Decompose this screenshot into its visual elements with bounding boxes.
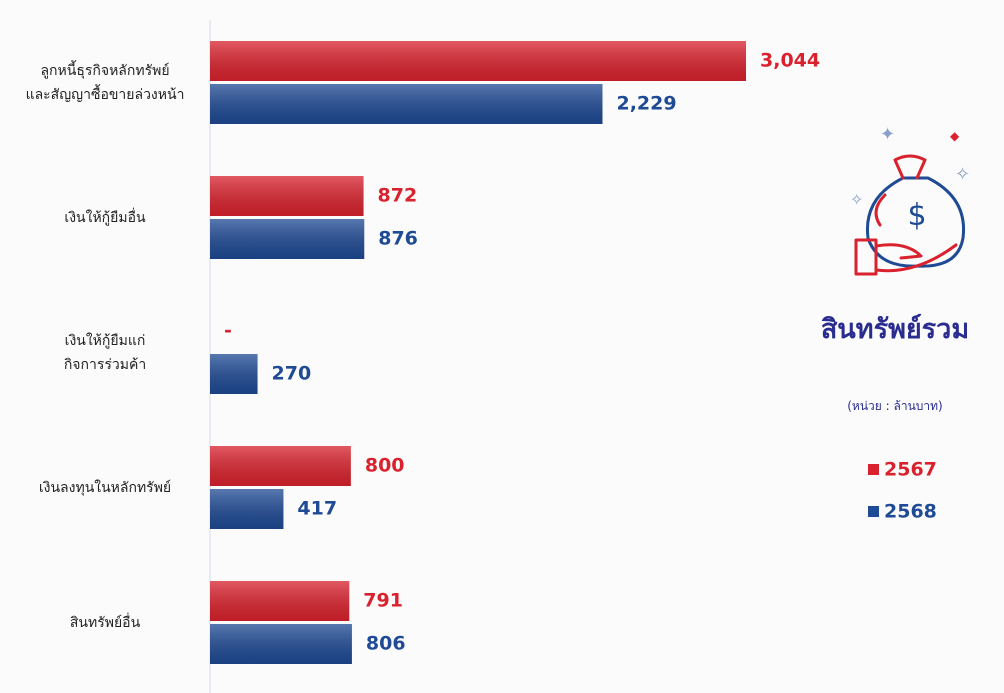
value-label: 417 bbox=[297, 498, 337, 520]
value-label: 800 bbox=[365, 455, 405, 477]
category-label: ลูกหนี้ธุรกิจหลักทรัพย์ และสัญญาซื้อขายล… bbox=[10, 59, 200, 107]
bar-shade bbox=[210, 41, 746, 81]
legend-swatch bbox=[868, 464, 879, 475]
chart-subtitle: (หน่วย : ล้านบาท) bbox=[847, 399, 942, 413]
value-label: 872 bbox=[378, 185, 418, 207]
bar-shade bbox=[210, 624, 352, 664]
value-label: - bbox=[224, 320, 232, 342]
svg-text:$: $ bbox=[907, 198, 926, 233]
category-label: เงินให้กู้ยืมอื่น bbox=[10, 206, 200, 230]
value-label: 876 bbox=[378, 228, 418, 250]
bar-shade bbox=[210, 489, 283, 529]
svg-text:✧: ✧ bbox=[955, 164, 970, 185]
chart-title: สินทรัพย์รวม bbox=[821, 313, 969, 345]
svg-text:✧: ✧ bbox=[850, 190, 863, 209]
icon: $ ✦ ✧ ✧ ◆ bbox=[850, 124, 970, 274]
svg-text:✦: ✦ bbox=[880, 124, 895, 145]
legend-label: 2567 bbox=[884, 459, 937, 481]
bar-shade bbox=[210, 446, 351, 486]
value-label: 2,229 bbox=[616, 93, 676, 115]
legend-label: 2568 bbox=[884, 501, 937, 523]
chart: $ ✦ ✧ ✧ ◆ สินทรัพย์รวม (หน่วย : ล้านบาท)… bbox=[0, 0, 1004, 693]
value-label: 791 bbox=[363, 590, 403, 612]
category-label: สินทรัพย์อื่น bbox=[10, 611, 200, 635]
category-label: เงินลงทุนในหลักทรัพย์ bbox=[10, 476, 200, 500]
value-label: 3,044 bbox=[760, 50, 820, 72]
legend-swatch bbox=[868, 506, 879, 517]
bar-shade bbox=[210, 219, 364, 259]
bar-shade bbox=[210, 581, 349, 621]
bar-shade bbox=[210, 176, 364, 216]
bar-shade bbox=[210, 354, 258, 394]
bar-shade bbox=[210, 84, 602, 124]
svg-text:◆: ◆ bbox=[950, 129, 960, 143]
value-label: 806 bbox=[366, 633, 406, 655]
category-label: เงินให้กู้ยืมแก่ กิจการร่วมค้า bbox=[10, 329, 200, 377]
value-label: 270 bbox=[272, 363, 312, 385]
